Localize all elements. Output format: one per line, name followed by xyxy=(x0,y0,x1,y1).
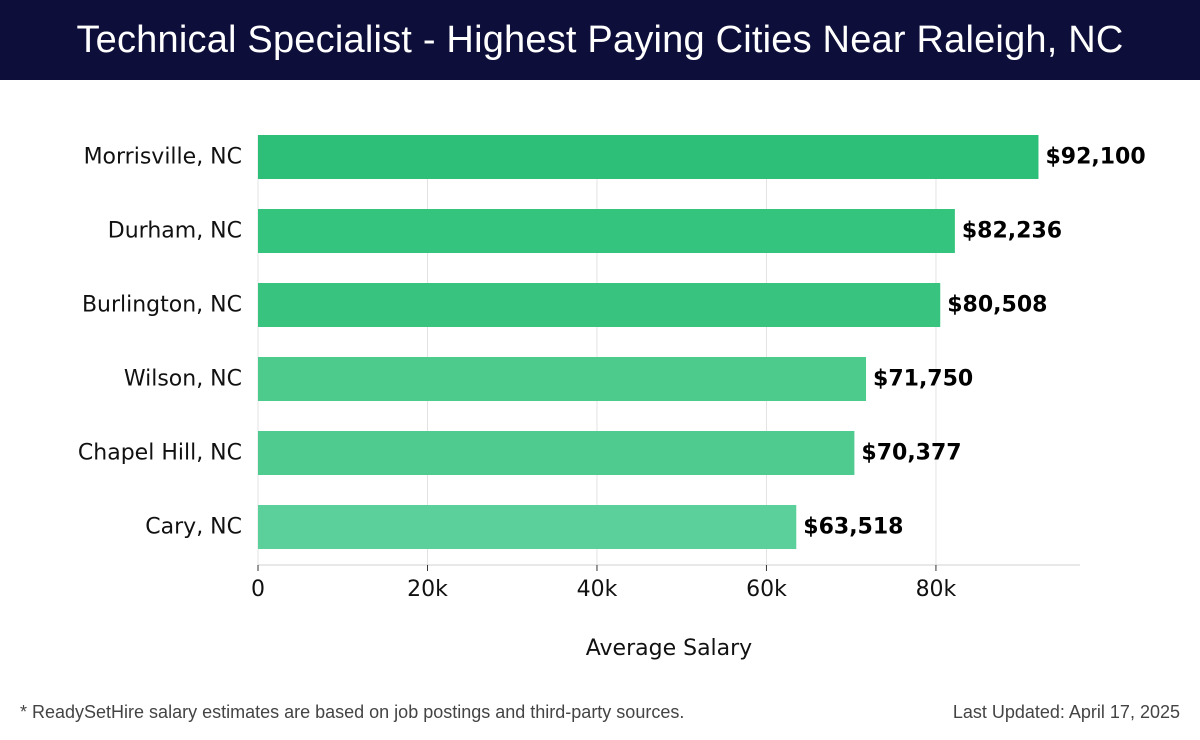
x-tick-label: 0 xyxy=(251,577,265,602)
category-label: Wilson, NC xyxy=(124,367,242,392)
x-tick-label: 40k xyxy=(577,577,618,602)
category-label: Burlington, NC xyxy=(82,293,242,318)
bar xyxy=(258,431,855,475)
value-label: $80,508 xyxy=(947,293,1047,318)
value-label: $63,518 xyxy=(803,515,903,540)
x-axis: 0 20k 40k 60k 80k Average Salary xyxy=(251,564,1080,661)
bars xyxy=(258,135,1039,549)
chart-header: Technical Specialist - Highest Paying Ci… xyxy=(0,0,1200,80)
category-label: Morrisville, NC xyxy=(84,145,242,170)
value-labels: $92,100 $82,236 $80,508 $71,750 $70,377 $63,5… xyxy=(803,145,1145,540)
x-axis-title: Average Salary xyxy=(586,636,752,661)
x-tick-label: 80k xyxy=(916,577,957,602)
bar-chart: Morrisville, NC Durham, NC Burlington, NC W… xyxy=(78,135,1146,661)
chart-title: Technical Specialist - Highest Paying Ci… xyxy=(76,18,1124,61)
value-label: $92,100 xyxy=(1045,145,1145,170)
category-label: Cary, NC xyxy=(145,515,242,540)
x-tick-label: 60k xyxy=(746,577,787,602)
category-label: Chapel Hill, NC xyxy=(78,441,242,466)
value-label: $71,750 xyxy=(873,367,973,392)
value-label: $82,236 xyxy=(962,219,1062,244)
value-label: $70,377 xyxy=(861,441,961,466)
source-note: * ReadySetHire salary estimates are base… xyxy=(20,702,685,722)
last-updated: Last Updated: April 17, 2025 xyxy=(952,702,1180,722)
bar xyxy=(258,135,1039,179)
grid-lines xyxy=(257,135,937,565)
bar xyxy=(258,505,797,549)
category-labels: Morrisville, NC Durham, NC Burlington, NC W… xyxy=(78,145,242,540)
bar xyxy=(258,209,955,253)
bar xyxy=(258,357,867,401)
category-label: Durham, NC xyxy=(108,219,242,244)
bar xyxy=(258,283,941,327)
x-tick-label: 20k xyxy=(407,577,448,602)
